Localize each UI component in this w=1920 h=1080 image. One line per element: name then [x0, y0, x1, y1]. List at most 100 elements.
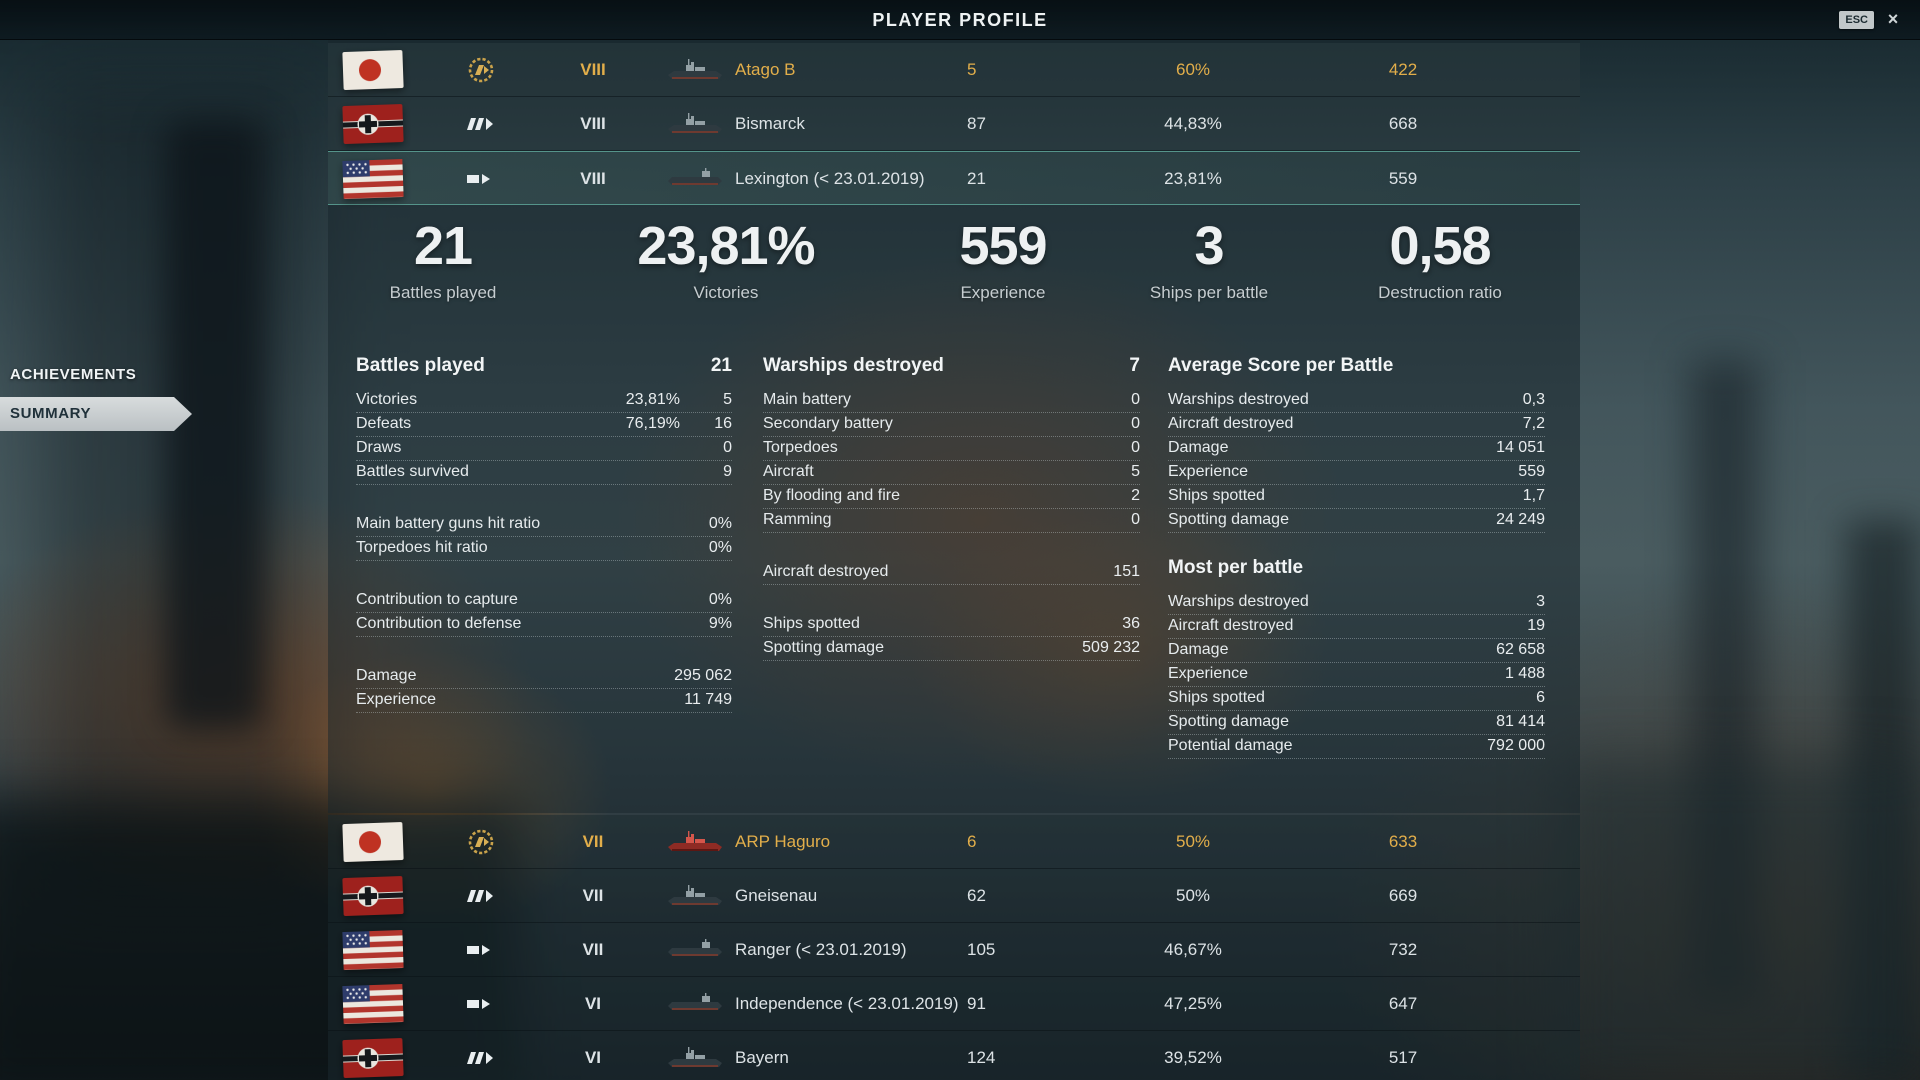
stat-row: Main battery guns hit ratio 0%	[356, 513, 732, 537]
stats-column-averages: Average Score per Battle Warships destro…	[1168, 355, 1545, 759]
stat-label: Aircraft destroyed	[1168, 617, 1294, 634]
stat-value: 509 232	[1082, 639, 1140, 656]
ship-battles-count: 6	[967, 832, 977, 851]
ship-class-emblem	[466, 827, 496, 857]
stat-value	[680, 485, 732, 513]
background-mast	[1690, 360, 1760, 1000]
sidebar-item-summary[interactable]: SUMMARY	[0, 397, 192, 431]
summary-stat: 559 Experience	[959, 215, 1047, 303]
summary-stat-label: Victories	[693, 283, 759, 302]
stat-label: Experience	[356, 691, 437, 708]
ship-row[interactable]: VII ARP Haguro 6 50% 633	[328, 815, 1580, 869]
stat-row: Experience 1 488	[1168, 663, 1545, 687]
flag-usa-icon	[342, 983, 404, 1025]
ship-row[interactable]: VIII Bismarck 87 44,83% 668	[328, 97, 1580, 151]
ship-silhouette	[666, 167, 724, 191]
stat-percent	[604, 665, 674, 688]
stat-label: Damage	[1168, 641, 1229, 658]
ship-class-emblem	[466, 164, 496, 194]
ship-silhouette	[666, 992, 724, 1016]
stat-row: Damage 14 051	[1168, 437, 1545, 461]
stat-label: Ships spotted	[1168, 689, 1265, 706]
stat-row: Battles survived 9	[356, 461, 732, 485]
stat-row: Torpedoes 0	[763, 437, 1140, 461]
ship-victories-percent: 46,67%	[1164, 940, 1222, 959]
stat-label: Potential damage	[1168, 737, 1293, 754]
flag-germany-icon	[342, 1038, 404, 1079]
ship-average-experience: 517	[1388, 1048, 1418, 1067]
stat-value: 62 658	[1496, 641, 1545, 658]
stat-label: Warships destroyed	[1168, 593, 1309, 610]
stat-row: Ships spotted 36	[763, 613, 1140, 637]
ship-list-bottom-panel: VII ARP Haguro 6 50% 633	[328, 815, 1580, 1080]
nation-flag-icon	[342, 158, 405, 200]
summary-stat: 3 Ships per battle	[1150, 215, 1268, 303]
ship-name: ARP Haguro	[735, 832, 831, 851]
stat-value	[1088, 585, 1140, 613]
battleship-class-icon	[467, 890, 493, 902]
ship-row[interactable]: VIII Atago B 5 60% 422	[328, 43, 1580, 97]
stat-value: 0	[1131, 415, 1140, 432]
stats-column-total: 7	[1129, 355, 1140, 376]
stat-label: Draws	[356, 439, 402, 456]
summary-stat-value: 21	[413, 216, 473, 276]
sidebar: ACHIEVEMENTS SUMMARY	[0, 360, 220, 431]
stat-value: 19	[1527, 617, 1545, 634]
stat-row: Warships destroyed 0,3	[1168, 389, 1545, 413]
stat-label: By flooding and fire	[763, 487, 900, 504]
ship-battles-count: 62	[967, 886, 986, 905]
esc-key-badge[interactable]: ESC	[1839, 11, 1874, 29]
stat-row: By flooding and fire 2	[763, 485, 1140, 509]
ship-row[interactable]: VII Gneisenau 62 50% 669	[328, 869, 1580, 923]
battleship-class-icon	[467, 1052, 493, 1064]
stats-column-title: Battles played	[356, 355, 485, 376]
ship-average-experience: 732	[1388, 940, 1418, 959]
summary-stat: 21 Battles played	[390, 215, 497, 303]
stat-value: 0%	[708, 591, 732, 608]
ship-victories-percent: 47,25%	[1164, 994, 1222, 1013]
nation-flag-icon	[342, 50, 405, 91]
stat-label: Main battery	[763, 391, 852, 408]
flag-usa-icon	[342, 929, 404, 971]
stat-percent: 76,19%	[625, 415, 680, 432]
ship-class-emblem	[466, 1043, 496, 1073]
ship-battles-count: 5	[967, 60, 977, 79]
ship-row[interactable]: VII Ranger (< 23.01.2019) 105 46,67% 732	[328, 923, 1580, 977]
stats-rows: Main battery 0 Secondary battery 0 Torpe…	[763, 389, 1140, 661]
ship-name: Lexington (< 23.01.2019)	[735, 169, 925, 188]
sidebar-item-achievements[interactable]: ACHIEVEMENTS	[10, 366, 137, 383]
ship-name: Bayern	[735, 1048, 789, 1067]
stat-value: 0	[1131, 391, 1140, 408]
ship-class-emblem	[466, 935, 496, 965]
stats-column-warships-destroyed: Warships destroyed 7 Main battery 0 Seco…	[763, 355, 1140, 661]
stat-percent	[610, 485, 680, 513]
ship-class-emblem	[466, 881, 496, 911]
ship-row[interactable]: VI Bayern 124 39,52% 517	[328, 1031, 1580, 1080]
summary-stat-value: 0,58	[1389, 216, 1491, 276]
close-icon[interactable]: ×	[1887, 9, 1899, 29]
stat-value: 1,7	[1522, 487, 1545, 504]
stat-row	[763, 533, 1140, 561]
ship-average-experience: 669	[1388, 886, 1418, 905]
ship-name: Gneisenau	[735, 886, 818, 905]
stat-value	[1088, 533, 1140, 561]
ship-class-emblem	[466, 55, 496, 85]
ship-row[interactable]: VIII Lexington (< 23.01.2019) 21 23,81% …	[328, 151, 1580, 205]
stat-value: 295 062	[674, 667, 732, 684]
ship-name: Atago B	[735, 60, 796, 79]
stat-label: Victories	[356, 391, 418, 408]
stat-value	[680, 561, 732, 589]
stat-value: 14 051	[1496, 439, 1545, 456]
warship-silhouette-icon	[668, 1047, 722, 1067]
stat-value: 5	[1131, 463, 1140, 480]
stat-row: Ramming 0	[763, 509, 1140, 533]
stat-value: 11 749	[684, 691, 732, 708]
ship-row[interactable]: VI Independence (< 23.01.2019) 91 47,25%…	[328, 977, 1580, 1031]
stat-row	[356, 561, 732, 589]
stat-percent	[610, 637, 680, 665]
premium-ship-emblem-icon	[468, 829, 494, 855]
ship-victories-percent: 60%	[1175, 60, 1211, 79]
stats-column-header: Most per battle	[1168, 557, 1545, 591]
ship-list-bottom: VII ARP Haguro 6 50% 633	[328, 815, 1580, 1080]
stat-label: Aircraft	[763, 463, 814, 480]
